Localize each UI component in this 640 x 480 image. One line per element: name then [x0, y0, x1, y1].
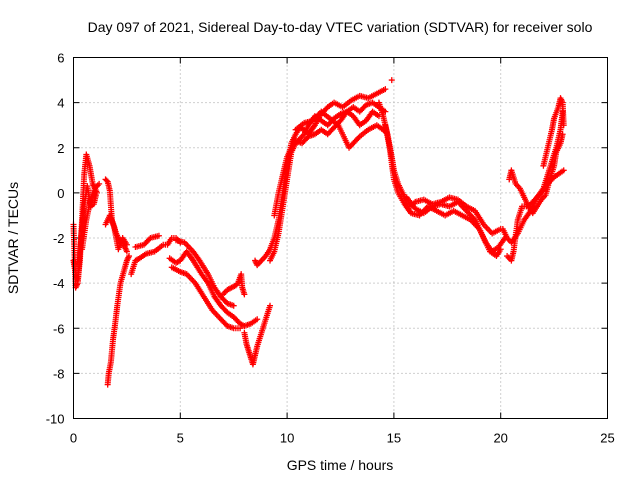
- data-point: [126, 253, 133, 260]
- data-point: [254, 316, 261, 323]
- chart-title: Day 097 of 2021, Sidereal Day-to-day VTE…: [88, 19, 593, 35]
- data-point: [382, 86, 389, 93]
- data-point: [559, 131, 566, 138]
- data-point: [123, 248, 130, 255]
- data-point: [241, 291, 248, 298]
- x-tick-labels: 0 5 10 15 20 25: [70, 431, 615, 446]
- data-point: [237, 325, 244, 332]
- y-tick-label: -6: [53, 321, 65, 336]
- data-point: [96, 180, 103, 187]
- y-axis-label: SDTVAR / TECUs: [5, 182, 21, 294]
- data-point: [155, 232, 162, 239]
- grid-lines: [73, 57, 608, 419]
- y-tick-label: 4: [57, 96, 64, 111]
- data-point: [230, 302, 237, 309]
- y-tick-label: -2: [53, 231, 65, 246]
- x-tick-label: 15: [387, 431, 401, 446]
- x-tick-label: 25: [600, 431, 614, 446]
- x-tick-label: 10: [280, 431, 294, 446]
- x-tick-label: 20: [493, 431, 507, 446]
- data-point: [267, 302, 274, 309]
- x-tick-label: 0: [70, 431, 77, 446]
- data-point: [388, 77, 395, 84]
- y-tick-label: 0: [57, 186, 64, 201]
- x-tick-label: 5: [177, 431, 184, 446]
- plot-frame: [73, 57, 608, 419]
- data-point: [497, 246, 504, 253]
- y-tick-label: -4: [53, 276, 65, 291]
- data-point: [92, 192, 99, 199]
- y-tick-label: -10: [46, 412, 65, 427]
- data-points: [70, 77, 567, 388]
- y-tick-label: 2: [57, 141, 64, 156]
- data-point: [123, 241, 130, 248]
- y-tick-labels: -10 -8 -6 -4 -2 0 2 4 6: [46, 51, 65, 427]
- x-axis-label: GPS time / hours: [287, 457, 394, 473]
- data-point: [560, 167, 567, 174]
- data-point: [560, 122, 567, 129]
- y-tick-label: 6: [57, 51, 64, 66]
- y-tick-label: -8: [53, 366, 65, 381]
